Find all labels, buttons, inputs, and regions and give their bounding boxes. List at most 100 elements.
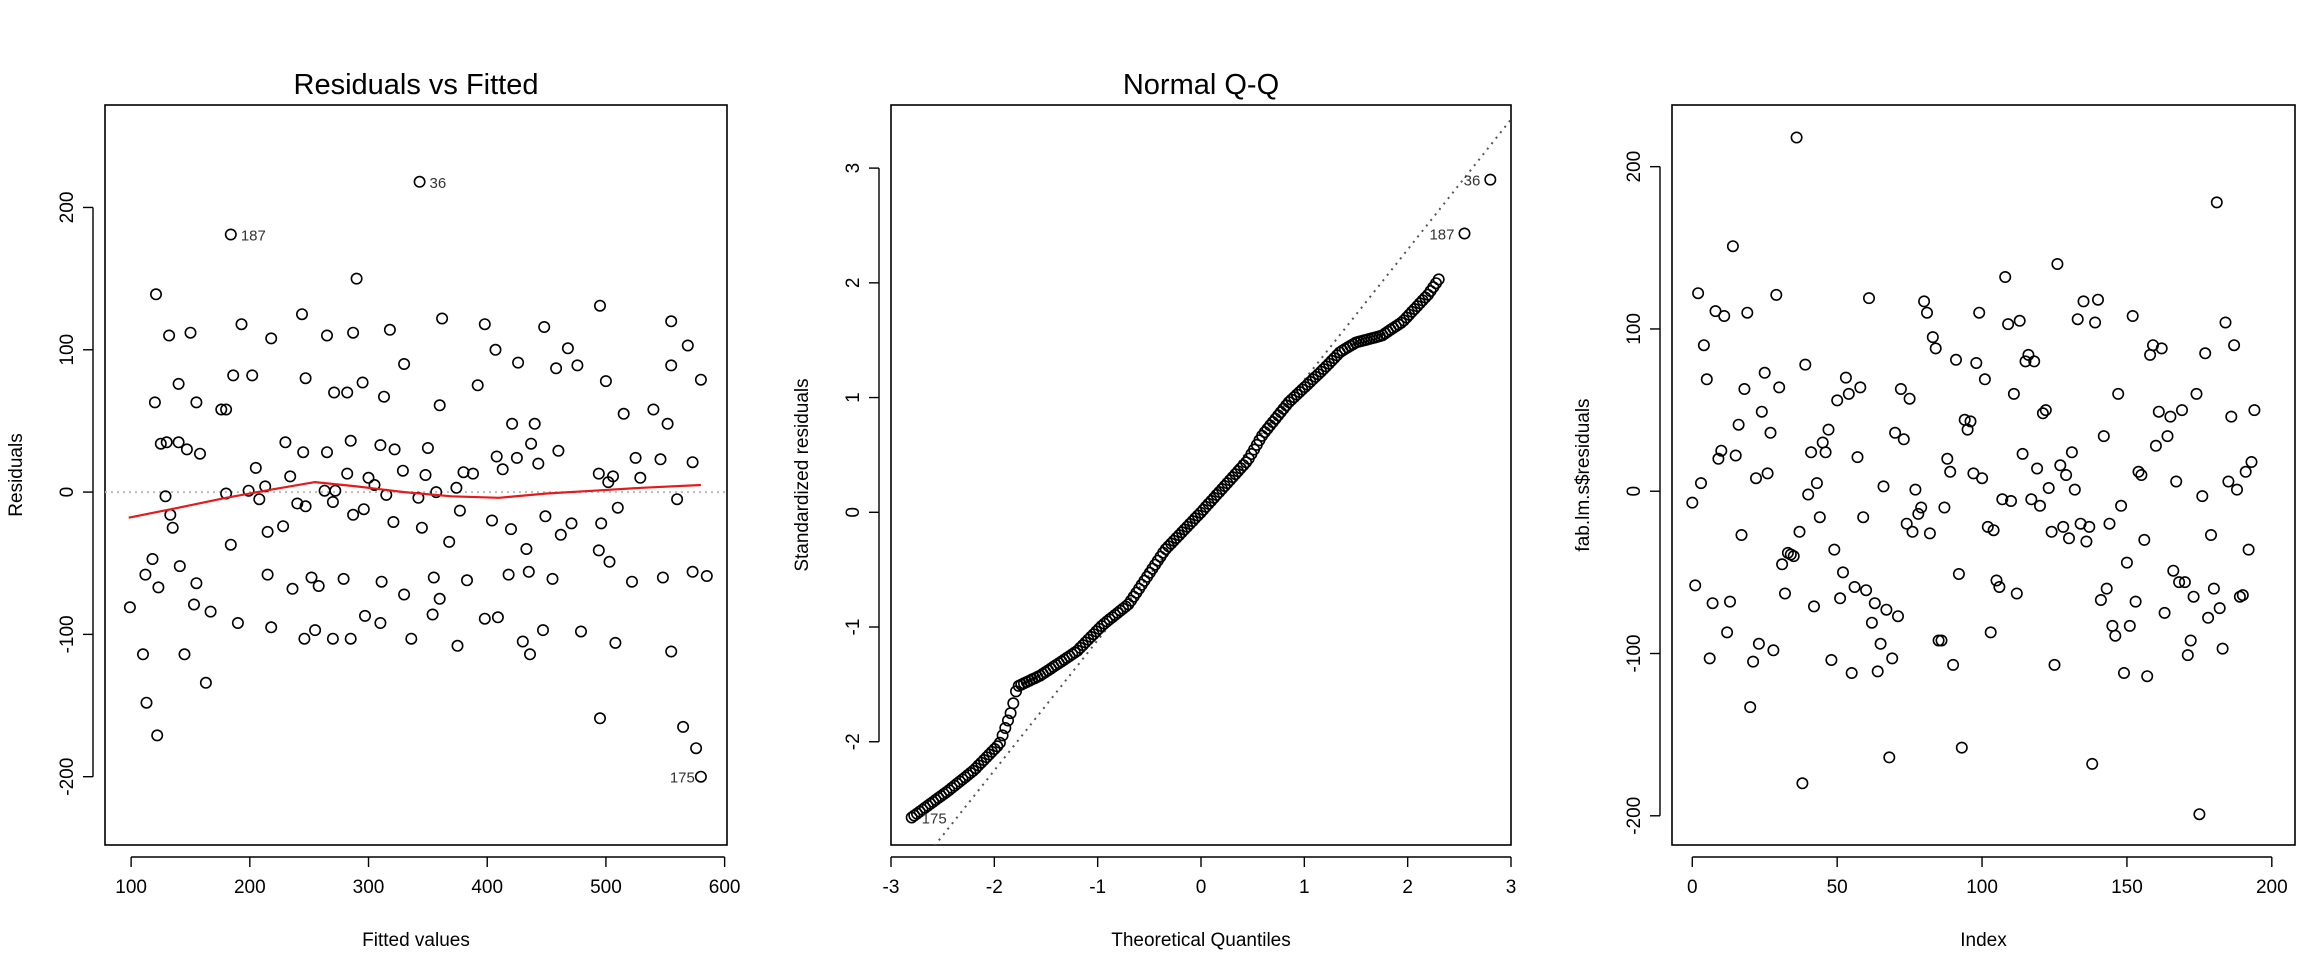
data-point [2190,387,2203,400]
data-point [496,463,509,476]
data-point [2118,666,2131,679]
data-point [396,464,409,477]
data-point [546,572,559,585]
data-point [2071,313,2084,326]
data-point [471,379,484,392]
data-point [1842,387,1855,400]
plot-frame [1671,104,2296,846]
data-point [1718,309,1731,322]
data-point [1779,587,1792,600]
data-point [204,605,217,618]
data-point [466,467,479,480]
y-axis-label: Standardized residuals [792,378,813,571]
data-point [199,676,212,689]
data-point [405,632,418,645]
data-point [190,577,203,590]
data-point [224,228,237,241]
data-point [341,386,354,399]
data-point [1941,452,1954,465]
data-point [178,648,191,661]
data-point [602,476,615,489]
data-point [2213,602,2226,615]
data-point [510,451,523,464]
data-point [478,318,491,331]
y-tick-label: -100 [1624,634,1645,672]
data-point [1799,358,1812,371]
data-point [2083,520,2096,533]
data-point [160,436,173,449]
data-point [1955,741,1968,754]
data-point [611,501,624,514]
data-point [1825,653,1838,666]
data-point [2120,556,2133,569]
data-point [1981,520,1994,533]
data-point [159,490,172,503]
data-point [2222,475,2235,488]
data-point [1837,566,1850,579]
data-point [2219,316,2232,329]
data-point [2065,446,2078,459]
data-point [2228,339,2241,352]
data-point [1906,525,1919,538]
data-point [1761,467,1774,480]
normal-qq-panel: Normal Q-Q -3 -2 -1 0 1 2 3 -2 -1 0 1 2 3 Theoretical … [792,69,1516,951]
x-tick-label: 50 [1827,877,1848,898]
data-point [1987,524,2000,537]
data-point [1970,356,1983,369]
data-point [2126,309,2139,322]
data-point [565,517,578,530]
data-point [123,601,136,614]
data-point [383,323,396,336]
data-point [2054,459,2067,472]
data-point [457,466,470,479]
data-point [1802,488,1815,501]
data-point [261,568,274,581]
data-point [344,434,357,447]
data-point [1903,392,1916,405]
y-axis-label: fab.lm.s$residuals [1573,398,1594,551]
data-point [625,575,638,588]
data-point [139,568,152,581]
data-point [1816,436,1829,449]
data-point [451,639,464,652]
data-point [654,453,667,466]
data-point [1915,501,1928,514]
data-point [344,632,357,645]
data-point [2051,257,2064,270]
x-tick-label: -1 [1089,877,1106,898]
data-point [329,484,342,497]
x-tick-label: 0 [1196,877,1207,898]
data-point [525,437,538,450]
data-point [661,417,674,430]
x-tick-label: 3 [1506,877,1517,898]
data-point [1894,382,1907,395]
data-point [1689,579,1702,592]
data-point [2199,347,2212,360]
data-point [2077,295,2090,308]
data-point [426,608,439,621]
data-point [2149,439,2162,452]
data-point [295,308,308,321]
data-point [2039,404,2052,417]
data-point [2196,490,2209,503]
data-point [656,571,669,584]
data-point [1790,131,1803,144]
data-point [2210,196,2223,209]
data-point [539,510,552,523]
data-point [450,481,463,494]
data-point [1721,626,1734,639]
data-point [2167,564,2180,577]
data-point [1871,665,1884,678]
data-point [1880,603,1893,616]
y-tick-label: 200 [1624,151,1645,183]
data-point [512,356,525,369]
data-point [1764,426,1777,439]
data-point [1900,517,1913,530]
data-point [538,320,551,333]
data-point [1909,483,1922,496]
data-point [686,565,699,578]
data-point [1950,353,1963,366]
data-point [1813,511,1826,524]
data-point [1773,381,1786,394]
data-point [536,624,549,637]
